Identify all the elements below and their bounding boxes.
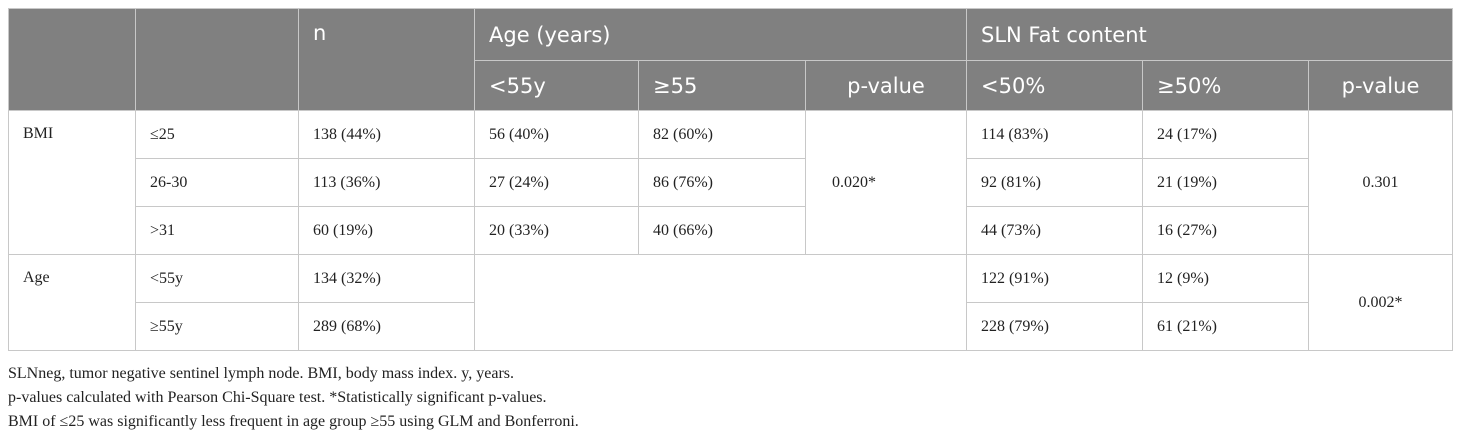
group-label: Age (8, 254, 136, 351)
cell: 16 (27%) (1142, 206, 1309, 255)
cell: 228 (79%) (966, 302, 1143, 351)
cell: 21 (19%) (1142, 158, 1309, 207)
table-body: BMI ≤25 138 (44%) 56 (40%) 82 (60%) 0.02… (8, 110, 1454, 351)
cell: 61 (21%) (1142, 302, 1309, 351)
header-cell: Age (years) (474, 8, 967, 61)
header-cell: <50% (966, 60, 1143, 111)
cell: 134 (32%) (298, 254, 475, 303)
cell: 40 (66%) (638, 206, 806, 255)
cell: 44 (73%) (966, 206, 1143, 255)
header-cell: p-value (1307, 60, 1454, 111)
p-value: 0.301 (1307, 110, 1454, 255)
header-cell: ≥50% (1142, 60, 1309, 111)
p-value: 0.020* (805, 110, 967, 255)
cell: >31 (135, 206, 299, 255)
p-value: 0.002* (1307, 254, 1454, 351)
footnotes: SLNneg, tumor negative sentinel lymph no… (8, 362, 579, 434)
group-label: BMI (8, 110, 136, 255)
header-cell: ≥55 (638, 60, 806, 111)
cell: <55y (135, 254, 299, 303)
cell: 56 (40%) (474, 110, 639, 159)
cell: 60 (19%) (298, 206, 475, 255)
cell: 26-30 (135, 158, 299, 207)
cell: 24 (17%) (1142, 110, 1309, 159)
data-table: n Age (years) SLN Fat content <55y ≥55 p… (8, 8, 1454, 351)
header-cell: <55y (474, 60, 639, 111)
cell: 82 (60%) (638, 110, 806, 159)
cell: ≤25 (135, 110, 299, 159)
footnote: p-values calculated with Pearson Chi-Squ… (8, 389, 547, 406)
footnote: BMI of ≤25 was significantly less freque… (8, 413, 579, 430)
header-cell: n (298, 8, 475, 111)
cell: ≥55y (135, 302, 299, 351)
cell: 92 (81%) (966, 158, 1143, 207)
footnote: SLNneg, tumor negative sentinel lymph no… (8, 365, 514, 382)
cell: 27 (24%) (474, 158, 639, 207)
header-cell (8, 8, 136, 111)
header-cell: SLN Fat content (965, 8, 1454, 61)
header-cell: p-value (805, 60, 967, 111)
header-cell (135, 8, 299, 111)
cell: 122 (91%) (966, 254, 1143, 303)
cell: 114 (83%) (966, 110, 1143, 159)
cell: 113 (36%) (298, 158, 475, 207)
cell: 289 (68%) (298, 302, 475, 351)
cell: 20 (33%) (474, 206, 639, 255)
cell: 138 (44%) (298, 110, 475, 159)
empty-cell (474, 254, 967, 351)
cell: 86 (76%) (638, 158, 806, 207)
cell: 12 (9%) (1142, 254, 1309, 303)
